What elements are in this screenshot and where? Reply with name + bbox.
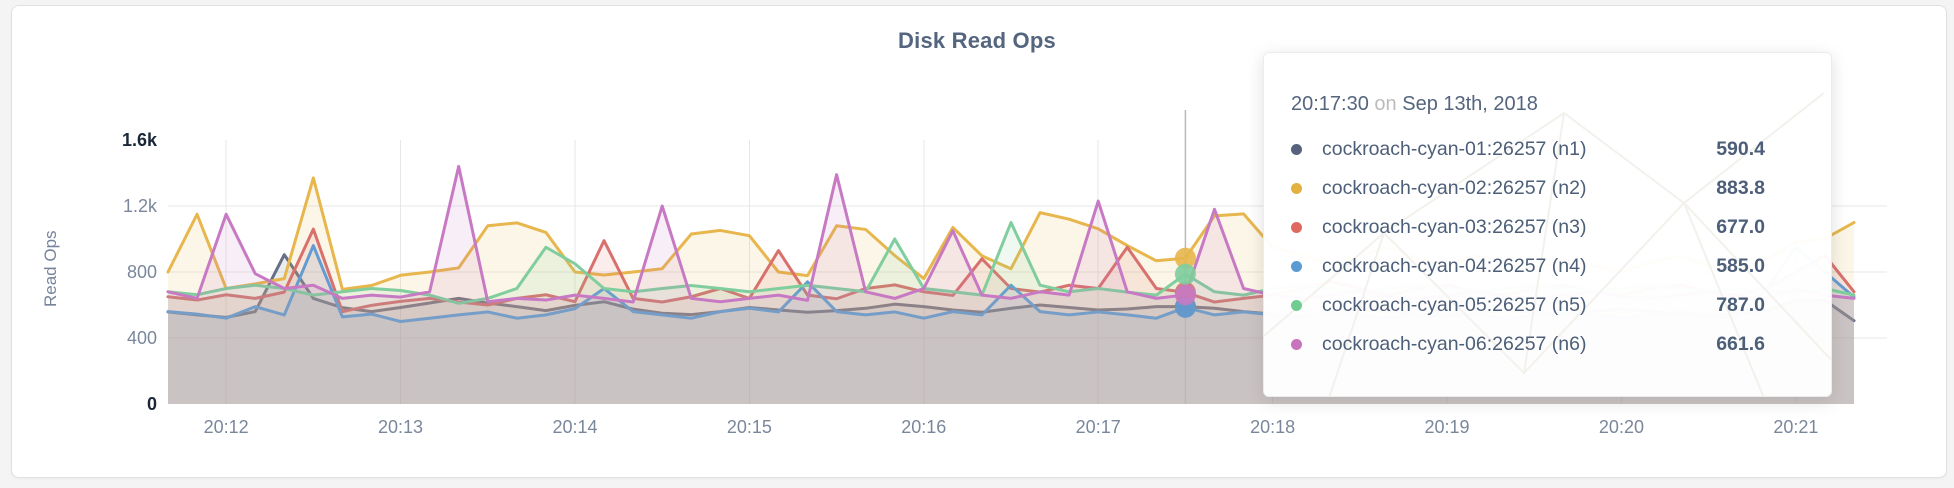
y-tick-label: 400: [127, 328, 157, 348]
series-color-dot: [1291, 144, 1302, 155]
x-tick-label: 20:20: [1599, 417, 1644, 437]
series-value: 787.0: [1716, 294, 1765, 316]
series-value: 677.0: [1716, 216, 1765, 238]
series-label: cockroach-cyan-02:26257 (n2): [1322, 177, 1587, 199]
y-tick-label: 800: [127, 262, 157, 282]
x-tick-label: 20:19: [1425, 417, 1470, 437]
series-label: cockroach-cyan-06:26257 (n6): [1322, 333, 1587, 355]
tooltip-row: cockroach-cyan-01:26257 (n1) 590.4: [1291, 130, 1801, 169]
hover-tooltip: 20:17:30 on Sep 13th, 2018 cockroach-cya…: [1263, 52, 1832, 397]
chart-title: Disk Read Ops: [898, 28, 1056, 53]
y-tick-label: 1.2k: [123, 196, 158, 216]
series-color-dot: [1291, 183, 1302, 194]
series-color-dot: [1291, 222, 1302, 233]
tooltip-time: 20:17:30: [1291, 93, 1369, 115]
tooltip-rows: cockroach-cyan-01:26257 (n1) 590.4 cockr…: [1291, 130, 1801, 364]
series-value: 661.6: [1716, 333, 1765, 355]
series-value: 590.4: [1716, 138, 1765, 160]
x-tick-label: 20:21: [1773, 417, 1818, 437]
tooltip-row: cockroach-cyan-06:26257 (n6) 661.6: [1291, 325, 1801, 364]
tooltip-header: 20:17:30 on Sep 13th, 2018: [1291, 91, 1801, 117]
y-tick-label: 1.6k: [122, 130, 158, 150]
series-color-dot: [1291, 339, 1302, 350]
x-tick-label: 20:13: [378, 417, 423, 437]
tooltip-row: cockroach-cyan-04:26257 (n4) 585.0: [1291, 247, 1801, 286]
hover-dot-n6: [1174, 284, 1196, 306]
x-tick-label: 20:16: [901, 417, 946, 437]
series-label: cockroach-cyan-04:26257 (n4): [1322, 255, 1587, 277]
series-value: 585.0: [1716, 255, 1765, 277]
series-label: cockroach-cyan-03:26257 (n3): [1322, 216, 1587, 238]
series-color-dot: [1291, 300, 1302, 311]
x-tick-label: 20:12: [204, 417, 249, 437]
x-tick-label: 20:15: [727, 417, 772, 437]
hover-dot-n2: [1174, 247, 1196, 269]
tooltip-conjunction: on: [1374, 93, 1397, 115]
series-color-dot: [1291, 261, 1302, 272]
tooltip-row: cockroach-cyan-03:26257 (n3) 677.0: [1291, 208, 1801, 247]
series-label: cockroach-cyan-05:26257 (n5): [1322, 294, 1587, 316]
x-tick-label: 20:14: [552, 417, 597, 437]
series-label: cockroach-cyan-01:26257 (n1): [1322, 138, 1587, 160]
hover-dot-n5: [1174, 263, 1196, 285]
x-tick-label: 20:18: [1250, 417, 1295, 437]
tooltip-row: cockroach-cyan-02:26257 (n2) 883.8: [1291, 169, 1801, 208]
tooltip-date: Sep 13th, 2018: [1402, 93, 1538, 115]
x-tick-label: 20:17: [1076, 417, 1121, 437]
series-value: 883.8: [1716, 177, 1765, 199]
tooltip-row: cockroach-cyan-05:26257 (n5) 787.0: [1291, 286, 1801, 325]
y-tick-label: 0: [147, 394, 157, 414]
